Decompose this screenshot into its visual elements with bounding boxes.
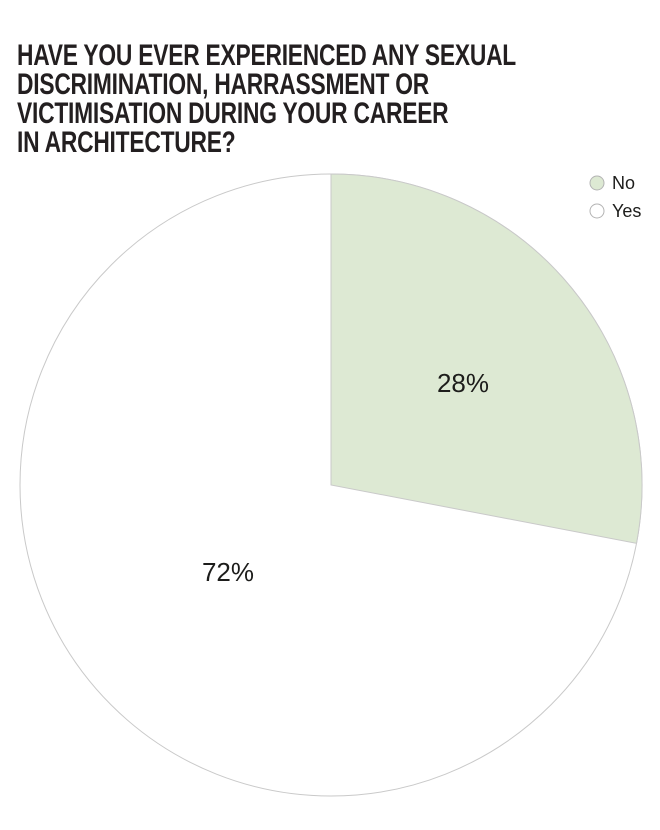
legend-item-yes: Yes	[589, 201, 641, 221]
slice-label-yes: 72%	[202, 557, 254, 587]
pie-slice-no	[330, 173, 643, 544]
slice-label-no: 28%	[437, 368, 489, 398]
chart-legend: No Yes	[589, 173, 641, 229]
legend-label-no: No	[612, 172, 636, 193]
legend-swatch-yes-icon	[589, 203, 605, 219]
chart-title: HAVE YOU EVER EXPERIENCED ANY SEXUAL DIS…	[17, 39, 517, 159]
legend-label-yes: Yes	[612, 200, 642, 221]
legend-swatch-no-circle	[589, 175, 605, 191]
legend-swatch-no-icon	[589, 175, 605, 191]
legend-swatch-yes-circle	[589, 203, 605, 219]
legend-item-no: No	[589, 173, 641, 193]
